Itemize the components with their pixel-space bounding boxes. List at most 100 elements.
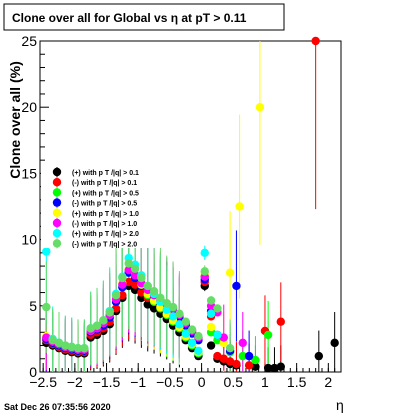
data-point xyxy=(330,338,339,348)
data-point xyxy=(143,281,152,291)
title-box xyxy=(3,3,285,31)
data-point xyxy=(54,338,64,348)
data-point xyxy=(73,343,83,353)
x-tick-label: −2 xyxy=(67,374,83,390)
legend-label: (+) with p T /|q| > 0.5 xyxy=(72,190,139,197)
x-tick-label: −2.5 xyxy=(29,374,57,390)
legend: (+) with p T /|q| > 0.1 (-) with p T /|q|… xyxy=(41,165,161,249)
data-point xyxy=(200,267,209,276)
data-point xyxy=(162,305,171,314)
data-point xyxy=(168,302,178,312)
x-tick-label: 0.5 xyxy=(224,374,244,390)
data-point xyxy=(235,202,244,211)
x-tick-label: 1 xyxy=(261,374,269,390)
data-markers xyxy=(42,36,339,373)
x-tick-label: 0 xyxy=(198,374,206,390)
data-point xyxy=(200,248,209,258)
data-point xyxy=(251,355,260,365)
data-point xyxy=(255,103,265,112)
data-point xyxy=(124,265,133,275)
data-point xyxy=(314,351,324,361)
data-point xyxy=(238,338,247,348)
legend-marker xyxy=(52,218,62,228)
data-point xyxy=(42,247,51,256)
data-point xyxy=(181,317,190,326)
data-point xyxy=(206,309,216,318)
data-point xyxy=(213,330,222,340)
data-point xyxy=(206,296,216,305)
data-point xyxy=(187,338,197,348)
timestamp: Sat Dec 26 07:35:56 2020 xyxy=(4,402,111,412)
y-tick-label: 10 xyxy=(21,232,37,248)
legend-label: (-) with p T /|q| > 0.1 xyxy=(72,180,137,187)
data-point xyxy=(168,312,178,321)
data-point xyxy=(213,351,222,361)
legend-marker xyxy=(52,208,62,217)
data-point xyxy=(175,309,184,318)
data-point xyxy=(276,362,285,371)
data-point xyxy=(225,268,235,277)
data-point xyxy=(80,343,89,353)
legend-marker xyxy=(52,167,62,177)
data-point xyxy=(225,343,235,353)
legend-marker xyxy=(52,198,62,207)
x-tick-label: −1 xyxy=(130,374,146,390)
data-point xyxy=(149,287,159,296)
data-point xyxy=(86,324,95,333)
data-point xyxy=(130,280,140,289)
data-point xyxy=(206,341,216,350)
data-point xyxy=(99,316,108,325)
data-point xyxy=(194,332,203,341)
data-point xyxy=(124,259,133,268)
y-tick-label: 0 xyxy=(29,364,37,380)
data-point xyxy=(42,333,51,342)
data-point xyxy=(162,298,171,308)
data-point xyxy=(206,322,216,332)
legend-label: (+) with p T /|q| > 0.1 xyxy=(72,170,139,177)
x-axis-label: η xyxy=(336,397,344,413)
data-point xyxy=(111,304,121,313)
data-point xyxy=(118,273,127,283)
legend-marker xyxy=(52,178,62,187)
legend-label: (-) with p T /|q| > 0.5 xyxy=(72,201,137,208)
y-axis-label: Clone over all (%) xyxy=(7,61,23,178)
data-point xyxy=(48,336,57,345)
data-point xyxy=(143,300,152,309)
data-point xyxy=(61,341,70,350)
data-point xyxy=(213,304,222,313)
data-point xyxy=(130,271,140,280)
y-tick-label: 15 xyxy=(21,165,37,181)
data-point xyxy=(232,281,241,291)
data-point xyxy=(238,351,247,361)
y-tick-label: 20 xyxy=(21,99,37,115)
data-point xyxy=(118,280,127,289)
x-tick-label: −1.5 xyxy=(93,374,121,390)
data-point xyxy=(263,330,273,340)
data-point xyxy=(270,363,279,373)
data-point xyxy=(232,359,241,369)
x-tick-label: −0.5 xyxy=(156,374,184,390)
data-point xyxy=(175,320,184,329)
legend-marker xyxy=(52,188,62,197)
x-tick-label: 1.5 xyxy=(287,374,307,390)
legend-marker xyxy=(52,239,62,248)
data-point xyxy=(92,321,102,330)
data-point xyxy=(156,293,165,303)
chart-title: Clone over all for Global vs η at pT > 0… xyxy=(12,11,247,25)
data-point xyxy=(118,291,127,300)
data-point xyxy=(137,273,146,283)
data-point xyxy=(225,357,235,366)
data-point xyxy=(130,264,140,273)
legend-label: (+) with p T /|q| > 1.0 xyxy=(72,211,139,218)
data-point xyxy=(219,333,228,342)
data-point xyxy=(42,302,51,312)
data-point xyxy=(194,346,203,356)
x-tick-label: 2 xyxy=(324,374,332,390)
data-point xyxy=(244,351,254,361)
data-point xyxy=(187,325,197,334)
data-point xyxy=(137,288,146,297)
data-point xyxy=(219,354,228,363)
